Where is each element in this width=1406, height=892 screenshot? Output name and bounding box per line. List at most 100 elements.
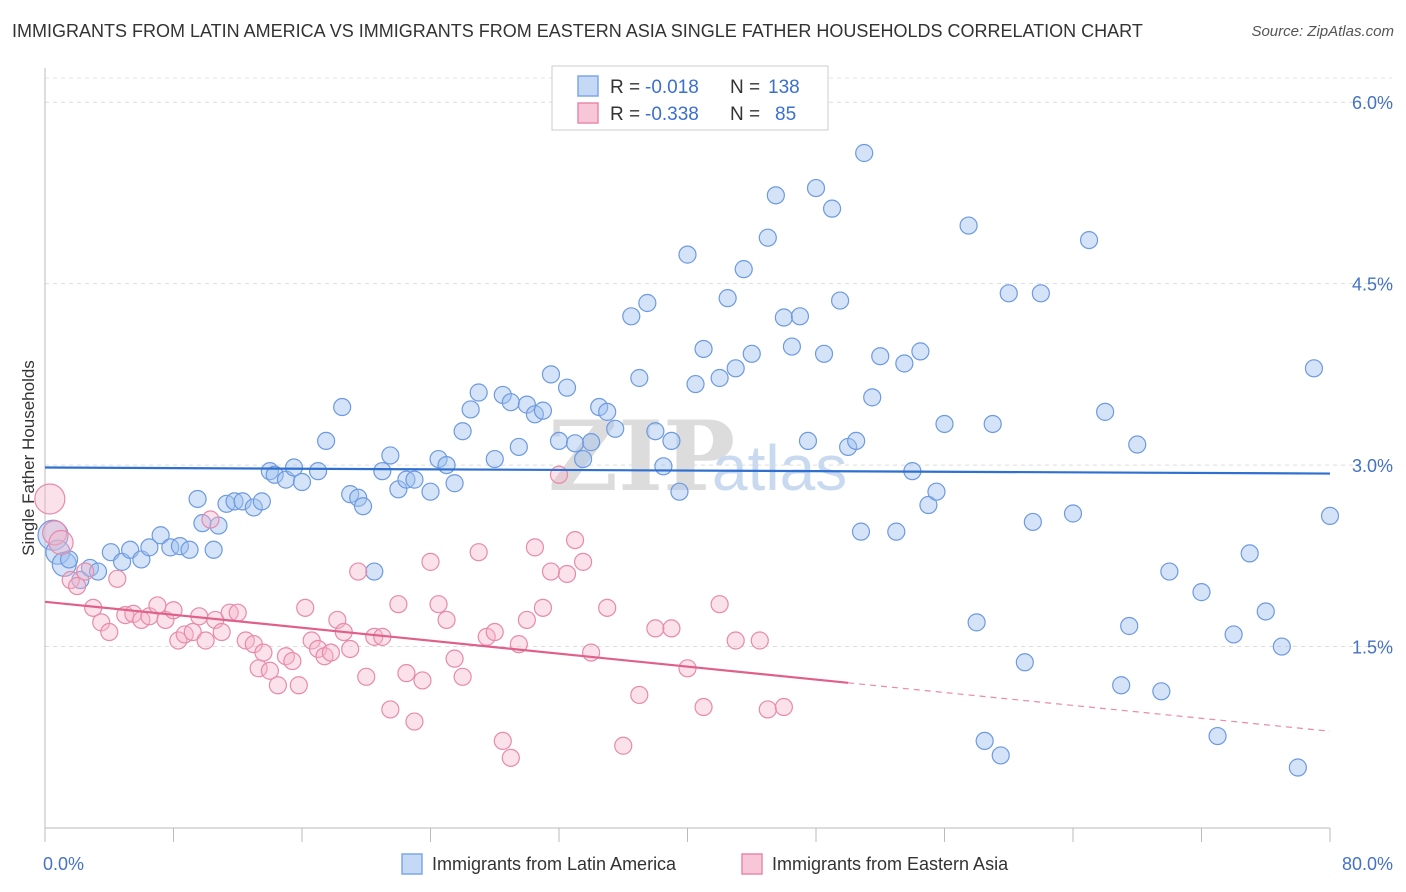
data-point: [397, 664, 416, 683]
data-point: [1023, 512, 1042, 532]
data-point: [726, 359, 745, 378]
data-point: [549, 431, 569, 451]
data-point: [967, 613, 986, 632]
data-point: [718, 289, 737, 308]
data-point: [847, 431, 866, 451]
data-point: [670, 482, 689, 501]
data-point: [265, 465, 284, 484]
data-point: [959, 216, 978, 235]
data-point: [183, 622, 202, 642]
data-point: [201, 510, 220, 529]
data-point: [1152, 682, 1171, 701]
legend-swatch-latin-america: [577, 75, 599, 97]
y-tick-label: 4.5%: [1352, 275, 1393, 295]
data-point: [654, 457, 673, 476]
data-point: [1079, 230, 1099, 250]
y-tick-label: 3.0%: [1352, 456, 1393, 476]
data-point: [501, 393, 520, 412]
data-point: [1031, 284, 1050, 303]
data-point: [48, 529, 74, 556]
data-point: [260, 661, 279, 680]
data-point: [254, 643, 273, 662]
data-point: [461, 400, 480, 419]
data-point: [421, 482, 440, 501]
y-axis-title: Single Father Households: [19, 360, 38, 556]
data-point: [895, 354, 914, 373]
data-point: [341, 639, 360, 659]
data-point: [233, 492, 252, 511]
data-point: [204, 540, 223, 559]
data-point: [822, 199, 842, 218]
data-point: [871, 347, 890, 366]
data-point: [445, 649, 464, 668]
x-tick-label: 80.0%: [1342, 854, 1393, 874]
data-point: [582, 433, 601, 452]
data-point: [252, 492, 271, 511]
grid: [45, 77, 1392, 648]
data-point: [1096, 402, 1115, 421]
data-point: [557, 378, 577, 397]
data-point: [614, 736, 633, 755]
data-point: [485, 449, 504, 469]
data-point: [1304, 359, 1324, 378]
data-point: [983, 414, 1002, 434]
data-point: [413, 671, 432, 690]
data-point: [357, 667, 376, 686]
data-point: [911, 342, 930, 361]
data-point: [662, 431, 681, 451]
data-point: [541, 562, 561, 581]
watermark-zip: ZIP: [548, 400, 735, 513]
legend-n-label: N =: [730, 77, 760, 98]
data-point: [170, 537, 190, 556]
data-point: [34, 483, 66, 515]
data-point: [710, 595, 729, 614]
data-point: [45, 539, 71, 565]
data-point: [1112, 676, 1131, 695]
trend-line-eastern-asia-extension: [848, 682, 1331, 732]
data-point: [76, 562, 95, 581]
data-point: [365, 562, 384, 581]
data-point: [421, 552, 440, 571]
axes: [44, 68, 1331, 842]
data-point: [353, 497, 373, 516]
legend-n-value-latin-america: 138: [768, 77, 800, 98]
data-point: [750, 631, 769, 650]
data-point: [630, 685, 649, 705]
data-point: [927, 482, 946, 501]
data-point: [830, 291, 850, 310]
data-point: [228, 603, 247, 622]
y-tick-label: 6.0%: [1352, 93, 1393, 113]
data-point: [557, 564, 577, 584]
data-point: [1272, 637, 1291, 656]
legend-n-value-eastern-asia: 85: [775, 104, 796, 125]
data-point: [606, 419, 625, 438]
data-point: [140, 538, 159, 557]
bottom-legend-label-latin-america: Immigrants from Latin America: [432, 854, 677, 874]
data-point: [469, 543, 488, 562]
x-tick-label: 0.0%: [43, 854, 84, 874]
data-point: [734, 260, 753, 279]
data-point: [284, 458, 304, 477]
bottom-legend-swatch-eastern-asia: [741, 853, 763, 875]
data-point: [646, 422, 665, 441]
data-point: [525, 538, 545, 557]
data-point: [321, 643, 341, 662]
data-point: [726, 631, 745, 650]
data-point: [694, 339, 713, 359]
data-point: [88, 562, 108, 581]
data-point: [686, 374, 705, 394]
data-point: [1320, 506, 1340, 526]
data-point: [212, 622, 231, 642]
data-point: [469, 383, 488, 402]
data-point: [790, 307, 810, 326]
data-point: [1063, 504, 1083, 523]
data-point: [598, 598, 617, 617]
data-point: [766, 186, 785, 205]
y-tick-label: 1.5%: [1352, 638, 1393, 658]
data-point: [373, 462, 392, 481]
trend-line-latin-america: [44, 466, 1331, 475]
watermark: ZIP atlas: [548, 400, 847, 513]
legend-r-label: R =: [610, 77, 640, 98]
data-point: [453, 422, 472, 441]
data-point: [622, 307, 641, 326]
